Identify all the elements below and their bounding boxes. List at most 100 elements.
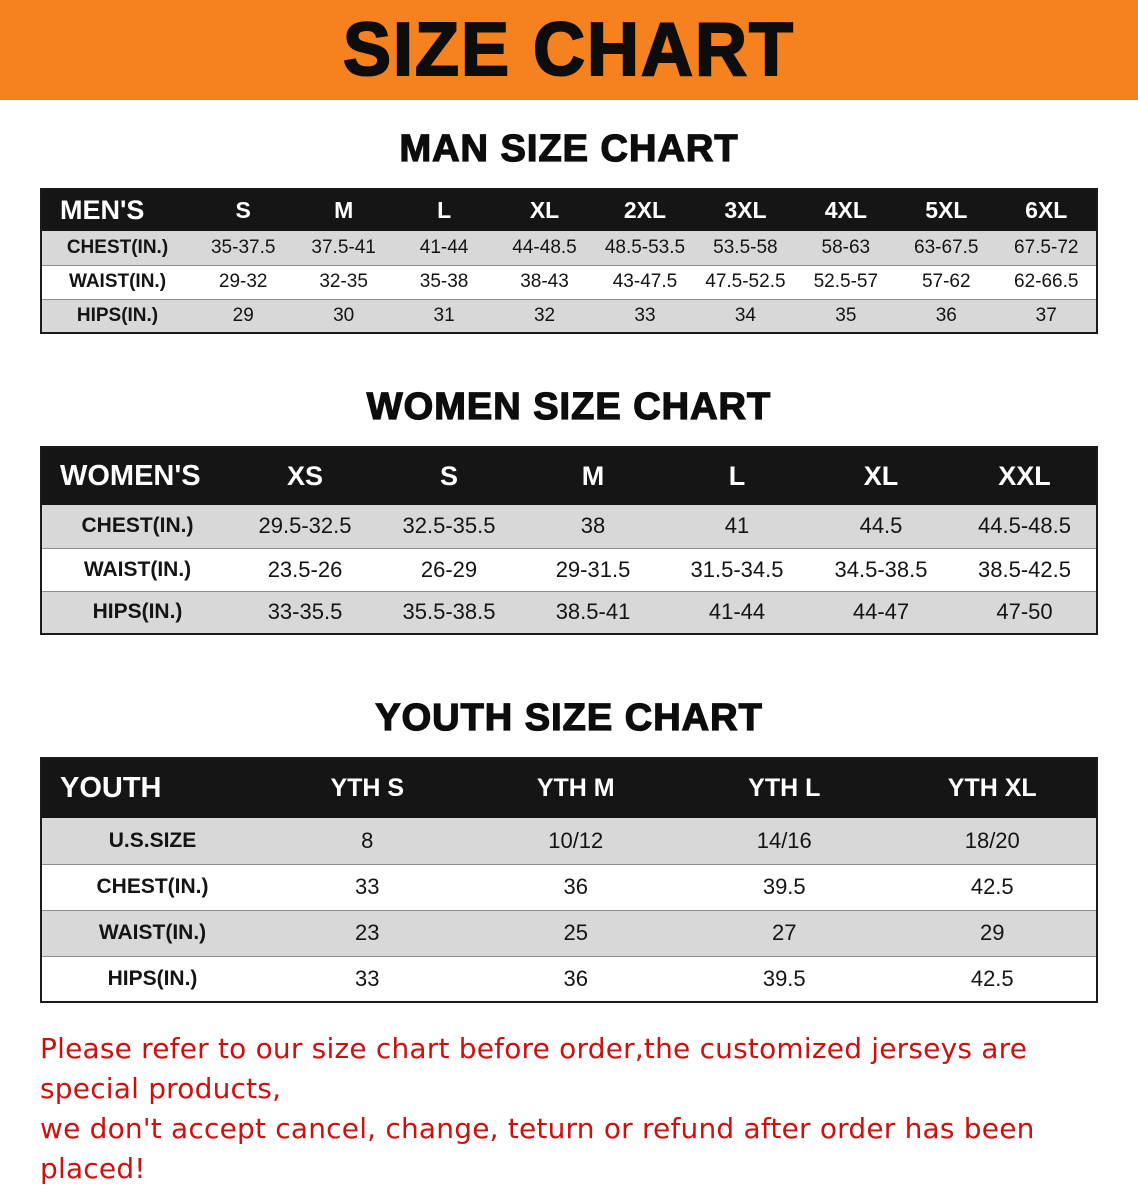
- table-header-row: YOUTH YTH S YTH M YTH L YTH XL: [41, 758, 1097, 818]
- size-value-cell: 10/12: [548, 827, 604, 853]
- row-label: CHEST(IN.): [66, 236, 169, 258]
- size-value-cell: 31: [433, 304, 455, 326]
- size-value-cell: 35.5-38.5: [402, 599, 496, 625]
- size-column-header: YTH M: [471, 758, 680, 818]
- size-value-cell: 26-29: [420, 556, 478, 582]
- size-value-cell: 34.5-38.5: [834, 556, 928, 582]
- size-value-cell: 18/20: [964, 827, 1020, 853]
- size-value-cell: 33: [355, 874, 380, 899]
- size-column-header: 5XL: [896, 189, 997, 231]
- size-column-header: YTH XL: [888, 758, 1097, 818]
- size-value-cell: 29.5-32.5: [258, 513, 352, 539]
- size-column-header: YTH S: [263, 758, 472, 818]
- measurement-row: WAIST(IN.) 23.5-26 26-29 29-31.5 31.5-34.5 34…: [41, 548, 1097, 591]
- size-value-cell: 39.5: [762, 965, 806, 991]
- size-value-cell: 33: [355, 965, 380, 991]
- size-value-cell: 14/16: [756, 827, 812, 853]
- size-value-cell: 25: [563, 920, 588, 945]
- size-value-cell: 41: [724, 513, 750, 539]
- size-value-cell: 27: [772, 920, 797, 945]
- size-value-cell: 23: [355, 920, 380, 945]
- measurement-row: HIPS(IN.) 29 30 31 32 33 34 35 36 37: [41, 299, 1097, 333]
- size-value-cell: 38.5-42.5: [978, 556, 1071, 582]
- row-label: WAIST(IN.): [83, 557, 192, 581]
- size-value-cell: 41-44: [708, 599, 766, 625]
- size-value-cell: 32: [533, 304, 556, 326]
- size-value-cell: 52.5-57: [813, 271, 879, 292]
- measurement-row: CHEST(IN.) 29.5-32.5 32.5-35.5 38 41 44.5 44.5…: [41, 505, 1097, 548]
- size-value-cell: 29-32: [218, 271, 268, 292]
- size-value-cell: 39.5: [762, 874, 806, 899]
- row-label: CHEST(IN.): [81, 514, 194, 538]
- disclaimer-line-2: we don't accept cancel, change, teturn o…: [40, 1112, 1035, 1185]
- size-value-cell: 47.5-52.5: [705, 271, 786, 292]
- size-value-cell: 41-44: [419, 236, 469, 258]
- size-value-cell: 38: [580, 513, 606, 539]
- women-section-heading: WOMEN SIZE CHART: [366, 385, 772, 428]
- size-column-header: XL: [494, 189, 595, 231]
- size-value-cell: 29-31.5: [555, 556, 631, 582]
- youth-section-heading: YOUTH SIZE CHART: [375, 696, 763, 739]
- size-column-header: L: [665, 447, 809, 505]
- section-women-size-chart: WOMEN SIZE CHART WOMEN'S XS S M L XL XXL CHEST(…: [0, 384, 1138, 635]
- section-men-size-chart: MAN SIZE CHART MEN'S S M L XL 2XL 3XL 4XL 5XL 6XL…: [0, 126, 1138, 334]
- row-label: WAIST(IN.): [98, 921, 207, 944]
- size-value-cell: 33-35.5: [267, 599, 343, 625]
- size-value-cell: 35-38: [419, 271, 469, 292]
- size-value-cell: 38-43: [520, 271, 569, 292]
- size-column-header: YTH L: [680, 758, 889, 818]
- measurement-row: CHEST(IN.) 33 36 39.5 42.5: [41, 864, 1097, 910]
- size-value-cell: 57-62: [921, 271, 971, 292]
- size-value-cell: 44.5-48.5: [978, 513, 1071, 539]
- size-value-cell: 34: [734, 304, 756, 326]
- size-value-cell: 36: [935, 304, 957, 326]
- measurement-row: HIPS(IN.) 33-35.5 35.5-38.5 38.5-41 41-44 44-…: [41, 591, 1097, 634]
- page-title: SIZE CHART: [342, 7, 795, 93]
- size-column-header: 3XL: [695, 189, 796, 231]
- table-corner-label: WOMEN'S: [41, 447, 233, 505]
- men-size-table: MEN'S S M L XL 2XL 3XL 4XL 5XL 6XL CHEST(IN.) 35-37…: [40, 188, 1098, 334]
- size-column-header: S: [377, 447, 521, 505]
- size-column-header: XXL: [953, 447, 1097, 505]
- row-label: HIPS(IN.): [107, 966, 198, 990]
- size-value-cell: 36: [563, 965, 588, 991]
- measurement-row: HIPS(IN.) 33 36 39.5 42.5: [41, 956, 1097, 1002]
- size-value-cell: 30: [333, 304, 355, 326]
- size-value-cell: 23.5-26: [267, 556, 343, 582]
- banner: SIZE CHART: [0, 0, 1138, 100]
- youth-size-table: YOUTH YTH S YTH M YTH L YTH XL U.S.SIZE 8 10/12…: [40, 757, 1098, 1003]
- men-section-heading: MAN SIZE CHART: [399, 127, 739, 170]
- row-label: HIPS(IN.): [92, 600, 183, 624]
- size-column-header: 2XL: [594, 189, 696, 231]
- size-column-header: XL: [809, 447, 953, 505]
- row-label: CHEST(IN.): [96, 875, 209, 898]
- table-header-row: WOMEN'S XS S M L XL XXL: [41, 447, 1097, 505]
- table-corner-label: YOUTH: [41, 758, 263, 818]
- size-value-cell: 53.5-58: [713, 236, 778, 258]
- row-label: WAIST(IN.): [68, 271, 167, 292]
- disclaimer: Please refer to our size chart before or…: [40, 1029, 1098, 1189]
- size-value-cell: 33: [634, 304, 656, 326]
- measurement-row: WAIST(IN.) 23 25 27 29: [41, 910, 1097, 956]
- size-column-header: S: [193, 189, 294, 231]
- measurement-row: U.S.SIZE 8 10/12 14/16 18/20: [41, 818, 1097, 864]
- row-label: U.S.SIZE: [108, 828, 197, 852]
- size-value-cell: 29: [980, 920, 1005, 945]
- size-value-cell: 35-37.5: [210, 236, 276, 258]
- size-value-cell: 37.5-41: [311, 236, 376, 258]
- size-column-header: XS: [233, 447, 377, 505]
- size-value-cell: 63-67.5: [914, 236, 979, 258]
- measurement-row: WAIST(IN.) 29-32 32-35 35-38 38-43 43-47.5 47.…: [41, 265, 1097, 299]
- size-value-cell: 35: [835, 304, 857, 326]
- table-header-row: MEN'S S M L XL 2XL 3XL 4XL 5XL 6XL: [41, 189, 1097, 231]
- size-column-header: L: [393, 189, 495, 231]
- size-value-cell: 67.5-72: [1014, 236, 1079, 258]
- size-value-cell: 8: [361, 827, 374, 853]
- size-value-cell: 62-66.5: [1014, 271, 1079, 292]
- size-value-cell: 42.5: [970, 965, 1014, 991]
- size-value-cell: 31.5-34.5: [690, 556, 784, 582]
- size-column-header: 6XL: [996, 189, 1097, 231]
- measurement-row: CHEST(IN.) 35-37.5 37.5-41 41-44 44-48.5 48.5…: [41, 231, 1097, 265]
- table-corner-label: MEN'S: [41, 189, 193, 231]
